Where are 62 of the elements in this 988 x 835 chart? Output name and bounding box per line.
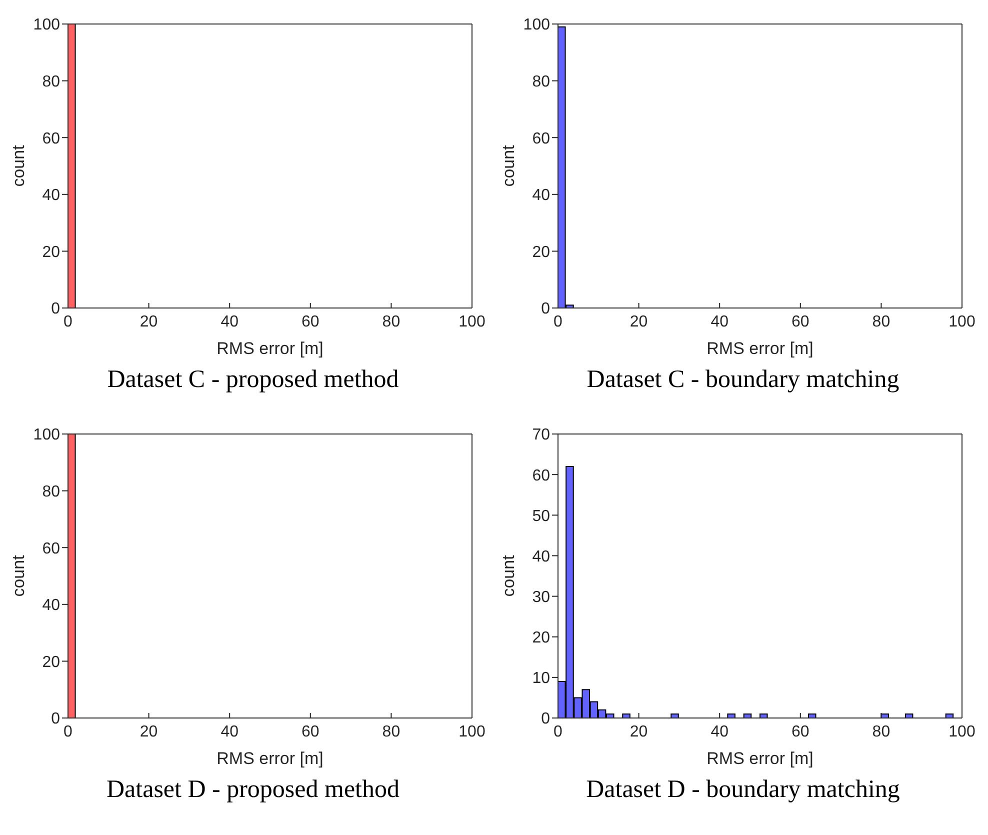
y-tick-label: 60 [42,130,60,148]
text: Dataset C - boundary matching [586,366,900,394]
y-tick-label: 20 [42,654,60,671]
y-tick-label: 70 [532,426,550,444]
x-tick-label: 100 [458,723,486,740]
y-tick-label: 0 [541,300,550,318]
y-axis-title: count [499,554,518,597]
x-tick-label: 20 [140,723,158,740]
x-tick-label: 100 [948,723,976,740]
x-tick-label: 80 [872,313,890,330]
y-tick-label: 20 [532,630,550,647]
x-tick-label: 100 [948,313,976,330]
x-tick-label: 20 [140,313,158,330]
y-tick-label: 100 [33,426,60,444]
y-tick-label: 10 [532,670,550,688]
y-tick-label: 80 [532,73,550,90]
y-axis-title: count [9,554,28,597]
text: Dataset D - proposed method [106,776,400,804]
x-tick-label: 100 [458,313,486,330]
x-tick-label: 40 [710,723,729,740]
y-tick-label: 40 [42,597,60,614]
x-tick-label: 40 [220,313,239,330]
y-tick-label: 60 [532,130,550,148]
x-axis-title: RMS error [m] [216,749,324,768]
x-tick-label: 60 [792,313,810,330]
x-axis-title: RMS error [m] [706,749,814,768]
x-tick-label: 80 [382,313,400,330]
y-tick-label: 40 [532,187,550,204]
x-tick-label: 0 [64,313,73,330]
y-tick-label: 0 [51,300,60,318]
y-axis-title: count [9,144,28,187]
x-tick-label: 20 [630,313,648,330]
y-tick-label: 40 [42,187,60,204]
x-tick-label: 80 [382,723,400,740]
y-tick-label: 100 [33,16,60,34]
x-tick-label: 40 [220,723,239,740]
x-axis-title: RMS error [m] [706,339,814,358]
x-tick-label: 40 [710,313,729,330]
y-tick-label: 30 [532,588,550,606]
y-tick-label: 0 [541,710,550,728]
x-tick-label: 60 [792,723,810,740]
x-tick-label: 0 [64,723,73,740]
x-tick-label: 0 [554,723,563,740]
x-tick-label: 60 [302,723,320,740]
text: Dataset C - proposed method [106,366,400,394]
y-tick-label: 100 [523,16,550,34]
x-tick-label: 60 [302,313,320,330]
text: Dataset D - boundary matching [585,776,901,804]
y-tick-label: 0 [51,710,60,728]
y-tick-label: 80 [42,73,60,90]
y-tick-label: 60 [532,467,550,484]
y-tick-label: 40 [532,548,550,566]
x-axis-title: RMS error [m] [216,339,324,358]
x-tick-label: 0 [554,313,563,330]
y-tick-label: 20 [532,244,550,261]
y-tick-label: 60 [42,540,60,558]
y-tick-label: 50 [532,508,550,525]
y-tick-label: 20 [42,244,60,261]
x-tick-label: 20 [630,723,648,740]
y-axis-title: count [499,144,518,187]
x-tick-label: 80 [872,723,890,740]
y-tick-label: 80 [42,483,60,500]
